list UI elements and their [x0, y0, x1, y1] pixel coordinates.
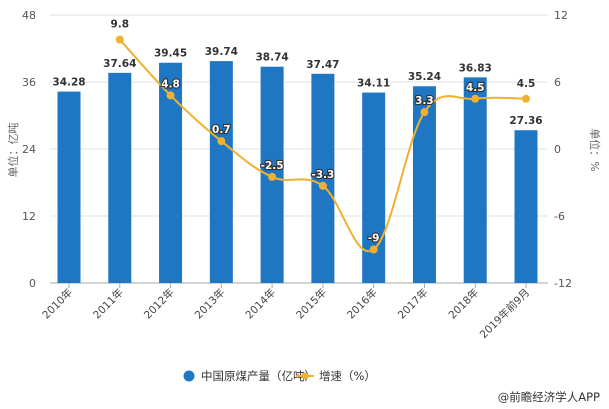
growth-value-label: 3.3 — [415, 95, 434, 107]
category-label: 2010年 — [40, 286, 76, 322]
category-label: 2017年 — [395, 286, 431, 322]
growth-point — [420, 108, 429, 117]
right-tick-label: -12 — [554, 277, 572, 290]
left-axis-title: 单位：亿吨 — [6, 123, 20, 178]
bar — [57, 91, 81, 283]
growth-point — [522, 94, 530, 103]
growth-point — [471, 94, 480, 103]
bar-value-label: 35.24 — [408, 71, 441, 83]
bar-value-label: 37.64 — [103, 58, 136, 70]
bar — [362, 92, 386, 284]
category-label: 2013年 — [192, 286, 228, 322]
legend: 中国原煤产量（亿吨） 增速（%） — [183, 369, 376, 383]
growth-value-label: -9 — [368, 233, 380, 245]
category-label: 2011年 — [90, 286, 126, 322]
bar-value-label: 34.11 — [357, 78, 390, 90]
category-label: 2015年 — [293, 286, 329, 322]
right-tick-label: 12 — [554, 9, 568, 22]
growth-value-label: 4.5 — [517, 78, 536, 90]
right-axis-title: 单位：% — [588, 128, 602, 171]
bar — [412, 86, 436, 283]
bar — [311, 73, 335, 283]
bar-value-label: 37.47 — [306, 59, 339, 71]
bar-value-label: 39.74 — [205, 46, 238, 58]
growth-line — [115, 35, 530, 254]
growth-point — [217, 137, 226, 146]
bar-value-label: 38.74 — [256, 52, 289, 64]
bar — [463, 77, 487, 283]
growth-line-path — [119, 38, 527, 253]
growth-value-label: 9.8 — [110, 19, 129, 31]
growth-value-label: 0.7 — [212, 124, 231, 136]
data-labels: 34.28 37.64 39.45 39.74 38.74 37.47 34.11 35.24… — [52, 19, 542, 246]
bars — [57, 61, 538, 284]
left-tick-label: 24 — [22, 143, 36, 156]
bar — [159, 62, 183, 283]
growth-value-label: 4.5 — [466, 82, 485, 94]
right-tick-label: 6 — [554, 76, 561, 89]
growth-value-label: 4.8 — [161, 78, 180, 90]
category-label: 2019年前9月 — [477, 286, 532, 341]
category-label: 2014年 — [243, 286, 279, 322]
growth-value-label: -2.5 — [261, 160, 284, 172]
legend-bar-marker — [183, 370, 195, 382]
growth-point — [115, 35, 124, 44]
right-tick-label: -6 — [554, 210, 565, 223]
category-label: 2016年 — [344, 286, 380, 322]
left-tick-label: 36 — [22, 76, 36, 89]
axis-ticks: 0 12 24 36 48 -12 -6 0 6 12 — [22, 9, 572, 290]
growth-value-label: -3.3 — [311, 169, 334, 181]
bar-value-label: 34.28 — [52, 77, 85, 89]
bar — [209, 61, 233, 283]
growth-point — [268, 172, 277, 181]
legend-line-label: 增速（%） — [319, 369, 376, 383]
bar — [514, 130, 538, 283]
legend-line-dot — [301, 372, 309, 380]
credit-text: @前瞻经济学人APP — [498, 390, 600, 404]
left-tick-label: 12 — [22, 210, 36, 223]
bar-value-label: 36.83 — [459, 62, 492, 74]
bar-value-label: 39.45 — [154, 48, 187, 60]
category-labels: 2010年 2011年 2012年 2013年 2014年 2015年 2016年 2017年… — [40, 286, 533, 341]
right-tick-label: 0 — [554, 143, 561, 156]
left-tick-label: 48 — [22, 9, 36, 22]
bar-value-label: 27.36 — [509, 115, 542, 127]
bar — [108, 72, 132, 284]
category-label: 2012年 — [141, 286, 177, 322]
growth-point — [166, 91, 175, 100]
legend-bar-label: 中国原煤产量（亿吨） — [201, 369, 316, 383]
left-tick-label: 0 — [29, 277, 36, 290]
category-label: 2018年 — [446, 286, 482, 322]
growth-point — [369, 245, 378, 254]
growth-point — [318, 181, 327, 190]
